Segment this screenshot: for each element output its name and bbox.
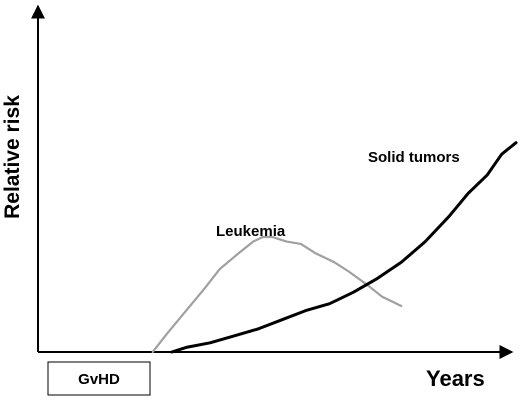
gvhd-label: GvHD — [78, 371, 120, 388]
y-axis-label: Relative risk — [1, 95, 24, 219]
gvhd-box — [47, 361, 151, 396]
series-line-leukemia — [151, 235, 403, 354]
series-line-solid-tumors — [170, 141, 518, 354]
series-label-leukemia: Leukemia — [216, 223, 286, 240]
series-label-solid-tumors: Solid tumors — [368, 149, 460, 166]
x-axis-label: Years — [426, 366, 485, 391]
